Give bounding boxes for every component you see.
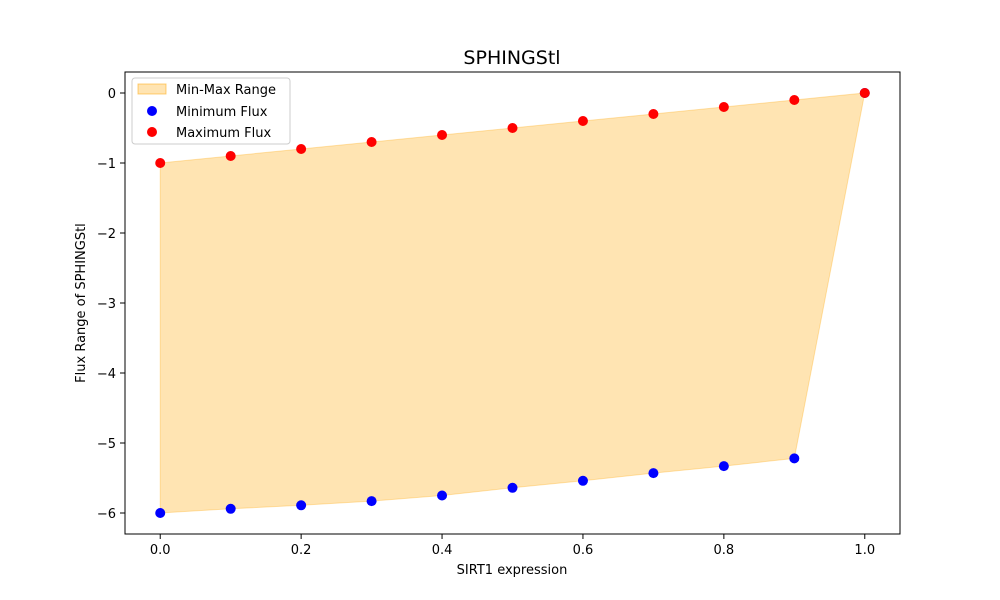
x-tick-label: 1.0 [854,543,875,558]
maximum-flux-point-3 [366,137,377,147]
y-tick-label: −3 [97,297,116,312]
maximum-flux-point-4 [437,130,448,140]
maximum-flux-point-9 [789,95,800,105]
legend-label-min-max-range: Min-Max Range [176,83,276,98]
y-tick-label: −1 [97,157,116,172]
legend-swatch-min-max-range [137,83,167,95]
minimum-flux-point-6 [577,475,588,486]
y-axis-ticks: 0 −1 −2 −3 −4 −5 −6 [97,87,125,522]
x-tick-label: 0.6 [573,543,594,558]
maximum-flux-point-2 [296,144,307,154]
minimum-flux-point-7 [648,468,659,479]
minimum-flux-point-3 [366,496,377,507]
x-tick-label: 0.2 [291,543,312,558]
maximum-flux-point-7 [648,109,659,119]
y-tick-label: −6 [97,507,116,522]
y-tick-label: 0 [108,87,116,102]
y-tick-label: −4 [97,367,116,382]
chart-title: SPHINGStl [463,47,560,69]
maximum-flux-point-6 [577,116,588,126]
maximum-flux-point-8 [718,102,729,112]
minimum-flux-point-8 [718,461,729,472]
legend: Min-Max Range Minimum Flux Maximum Flux [131,77,291,145]
maximum-flux-point-10 [859,88,870,98]
y-tick-label: −2 [97,227,116,242]
legend-swatch-minimum-flux [147,106,157,116]
minimum-flux-point-2 [296,500,307,511]
y-tick-label: −5 [97,437,116,452]
x-tick-label: 0.8 [714,543,735,558]
maximum-flux-points [155,88,870,168]
minimum-flux-point-5 [507,482,518,493]
maximum-flux-point-5 [507,123,518,133]
x-tick-label: 0.0 [150,543,171,558]
minimum-flux-point-4 [437,490,448,501]
x-tick-label: 0.4 [432,543,453,558]
maximum-flux-point-0 [155,158,166,168]
legend-label-minimum-flux: Minimum Flux [176,105,268,120]
maximum-flux-point-1 [225,151,236,161]
legend-box [131,77,291,145]
legend-swatch-maximum-flux [147,127,157,137]
x-axis-ticks: 0.0 0.2 0.4 0.6 0.8 1.0 [150,534,875,558]
minimum-flux-point-1 [225,503,236,514]
minimum-flux-point-0 [155,508,166,518]
legend-label-maximum-flux: Maximum Flux [176,126,272,141]
plot-area [124,71,901,535]
min-max-range-fill [159,92,866,514]
y-axis-label: Flux Range of SPHINGStl [74,223,89,383]
x-axis-label: SIRT1 expression [457,563,568,578]
minimum-flux-point-9 [789,453,800,464]
